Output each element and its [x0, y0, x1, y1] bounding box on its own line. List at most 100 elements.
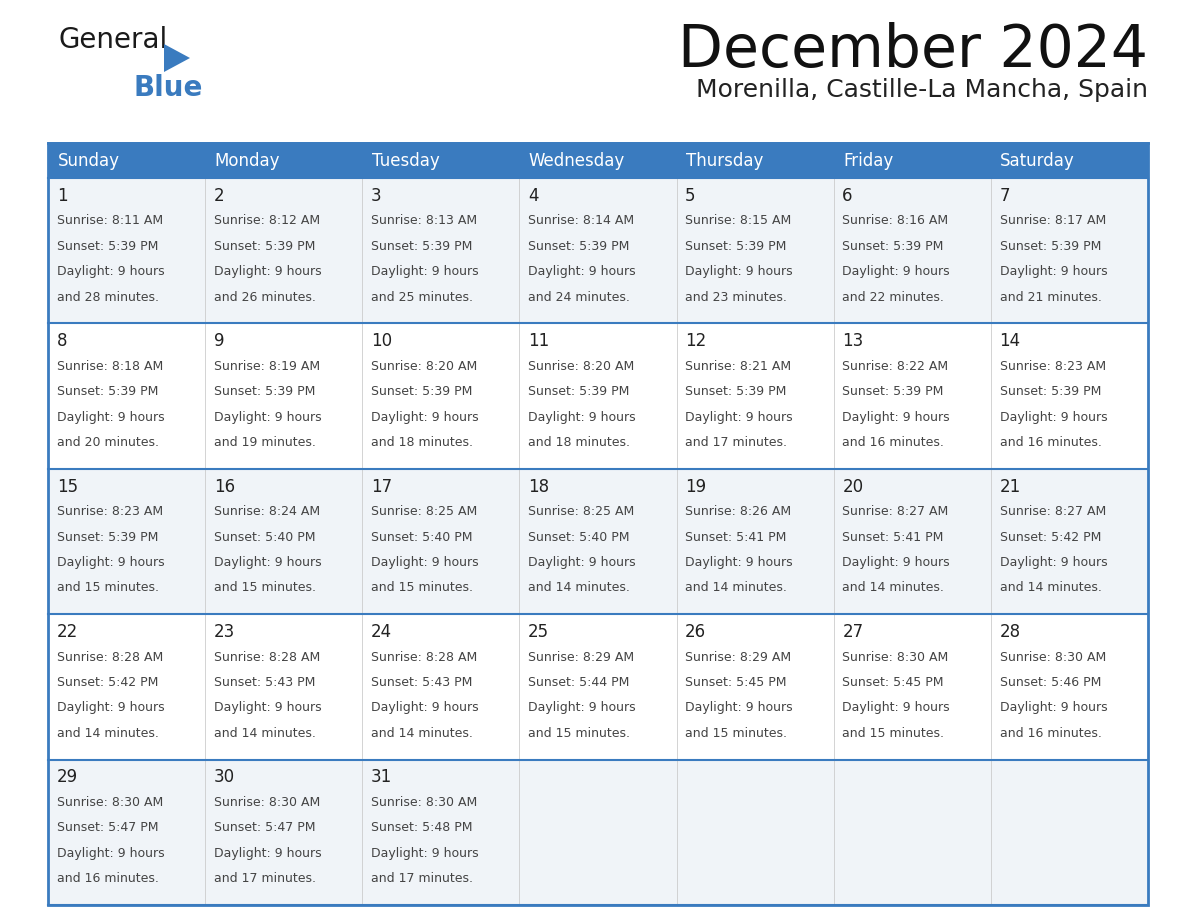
Text: 8: 8	[57, 332, 68, 350]
Text: Daylight: 9 hours: Daylight: 9 hours	[57, 846, 164, 860]
Text: Saturday: Saturday	[1000, 151, 1075, 170]
Text: and 16 minutes.: and 16 minutes.	[999, 727, 1101, 740]
Text: Daylight: 9 hours: Daylight: 9 hours	[371, 556, 479, 569]
Bar	[48, 178, 1148, 323]
Text: Sunrise: 8:24 AM: Sunrise: 8:24 AM	[214, 505, 320, 518]
Text: Sunrise: 8:13 AM: Sunrise: 8:13 AM	[371, 214, 478, 228]
Text: 1: 1	[57, 186, 68, 205]
Text: 21: 21	[999, 477, 1020, 496]
Text: Sunset: 5:39 PM: Sunset: 5:39 PM	[214, 386, 315, 398]
Text: Sunset: 5:42 PM: Sunset: 5:42 PM	[57, 676, 158, 689]
Text: Daylight: 9 hours: Daylight: 9 hours	[529, 265, 636, 278]
Text: Sunrise: 8:23 AM: Sunrise: 8:23 AM	[999, 360, 1106, 373]
Text: and 14 minutes.: and 14 minutes.	[371, 727, 473, 740]
Text: Sunrise: 8:25 AM: Sunrise: 8:25 AM	[529, 505, 634, 518]
Text: Daylight: 9 hours: Daylight: 9 hours	[214, 265, 322, 278]
Text: 12: 12	[685, 332, 707, 350]
Text: and 18 minutes.: and 18 minutes.	[371, 436, 473, 449]
Text: and 26 minutes.: and 26 minutes.	[214, 291, 316, 304]
Text: Daylight: 9 hours: Daylight: 9 hours	[57, 701, 164, 714]
Bar	[48, 614, 1148, 759]
Text: 22: 22	[57, 623, 78, 641]
Text: Sunrise: 8:20 AM: Sunrise: 8:20 AM	[529, 360, 634, 373]
Text: Daylight: 9 hours: Daylight: 9 hours	[529, 410, 636, 423]
Text: Sunset: 5:48 PM: Sunset: 5:48 PM	[371, 822, 473, 834]
Text: Sunrise: 8:26 AM: Sunrise: 8:26 AM	[685, 505, 791, 518]
Text: and 17 minutes.: and 17 minutes.	[371, 872, 473, 885]
Text: and 15 minutes.: and 15 minutes.	[685, 727, 788, 740]
Text: and 16 minutes.: and 16 minutes.	[842, 436, 944, 449]
Text: Daylight: 9 hours: Daylight: 9 hours	[999, 556, 1107, 569]
Text: Monday: Monday	[215, 151, 280, 170]
Text: Daylight: 9 hours: Daylight: 9 hours	[214, 556, 322, 569]
Text: Sunset: 5:39 PM: Sunset: 5:39 PM	[529, 386, 630, 398]
Bar	[519, 143, 677, 178]
Text: Sunrise: 8:27 AM: Sunrise: 8:27 AM	[842, 505, 948, 518]
Text: Sunset: 5:47 PM: Sunset: 5:47 PM	[214, 822, 315, 834]
Polygon shape	[164, 44, 190, 72]
Text: and 15 minutes.: and 15 minutes.	[214, 581, 316, 595]
Text: and 25 minutes.: and 25 minutes.	[371, 291, 473, 304]
Text: Sunrise: 8:22 AM: Sunrise: 8:22 AM	[842, 360, 948, 373]
Text: Daylight: 9 hours: Daylight: 9 hours	[57, 556, 164, 569]
Text: Daylight: 9 hours: Daylight: 9 hours	[999, 410, 1107, 423]
Bar	[834, 143, 991, 178]
Bar	[48, 469, 1148, 614]
Text: 11: 11	[529, 332, 549, 350]
Text: Sunrise: 8:30 AM: Sunrise: 8:30 AM	[57, 796, 163, 809]
Text: Sunrise: 8:29 AM: Sunrise: 8:29 AM	[685, 651, 791, 664]
Bar	[48, 143, 206, 178]
Text: and 16 minutes.: and 16 minutes.	[57, 872, 158, 885]
Text: Sunrise: 8:15 AM: Sunrise: 8:15 AM	[685, 214, 791, 228]
Text: 23: 23	[214, 623, 235, 641]
Text: 20: 20	[842, 477, 864, 496]
Text: Sunset: 5:39 PM: Sunset: 5:39 PM	[57, 531, 158, 543]
Text: Sunrise: 8:28 AM: Sunrise: 8:28 AM	[214, 651, 320, 664]
Bar	[48, 759, 1148, 905]
Text: 28: 28	[999, 623, 1020, 641]
Text: and 18 minutes.: and 18 minutes.	[529, 436, 630, 449]
Text: Daylight: 9 hours: Daylight: 9 hours	[685, 556, 792, 569]
Text: Thursday: Thursday	[685, 151, 764, 170]
Text: Sunrise: 8:23 AM: Sunrise: 8:23 AM	[57, 505, 163, 518]
Text: Sunrise: 8:28 AM: Sunrise: 8:28 AM	[57, 651, 163, 664]
Text: and 17 minutes.: and 17 minutes.	[214, 872, 316, 885]
Text: Sunrise: 8:25 AM: Sunrise: 8:25 AM	[371, 505, 478, 518]
Text: Daylight: 9 hours: Daylight: 9 hours	[214, 701, 322, 714]
Text: and 28 minutes.: and 28 minutes.	[57, 291, 159, 304]
Text: Blue: Blue	[134, 74, 203, 102]
Bar	[362, 143, 519, 178]
Text: Sunrise: 8:29 AM: Sunrise: 8:29 AM	[529, 651, 634, 664]
Bar	[991, 143, 1148, 178]
Text: and 14 minutes.: and 14 minutes.	[685, 581, 788, 595]
Text: 9: 9	[214, 332, 225, 350]
Text: 14: 14	[999, 332, 1020, 350]
Bar	[677, 143, 834, 178]
Text: Sunset: 5:39 PM: Sunset: 5:39 PM	[842, 240, 943, 252]
Text: Friday: Friday	[843, 151, 893, 170]
Text: Sunrise: 8:19 AM: Sunrise: 8:19 AM	[214, 360, 320, 373]
Text: Daylight: 9 hours: Daylight: 9 hours	[371, 265, 479, 278]
Text: and 15 minutes.: and 15 minutes.	[371, 581, 473, 595]
Text: and 17 minutes.: and 17 minutes.	[685, 436, 788, 449]
Text: Daylight: 9 hours: Daylight: 9 hours	[57, 410, 164, 423]
Text: Sunrise: 8:30 AM: Sunrise: 8:30 AM	[842, 651, 948, 664]
Text: Daylight: 9 hours: Daylight: 9 hours	[842, 701, 950, 714]
Text: and 15 minutes.: and 15 minutes.	[842, 727, 944, 740]
Text: Sunset: 5:46 PM: Sunset: 5:46 PM	[999, 676, 1101, 689]
Text: 19: 19	[685, 477, 707, 496]
Text: and 14 minutes.: and 14 minutes.	[999, 581, 1101, 595]
Text: Daylight: 9 hours: Daylight: 9 hours	[999, 265, 1107, 278]
Bar	[206, 143, 362, 178]
Text: Daylight: 9 hours: Daylight: 9 hours	[371, 410, 479, 423]
Text: Sunrise: 8:21 AM: Sunrise: 8:21 AM	[685, 360, 791, 373]
Text: December 2024: December 2024	[678, 22, 1148, 79]
Text: Sunset: 5:40 PM: Sunset: 5:40 PM	[214, 531, 315, 543]
Text: Sunset: 5:40 PM: Sunset: 5:40 PM	[371, 531, 473, 543]
Text: Morenilla, Castille-La Mancha, Spain: Morenilla, Castille-La Mancha, Spain	[696, 78, 1148, 102]
Text: Sunset: 5:43 PM: Sunset: 5:43 PM	[214, 676, 315, 689]
Text: and 22 minutes.: and 22 minutes.	[842, 291, 944, 304]
Text: Daylight: 9 hours: Daylight: 9 hours	[214, 846, 322, 860]
Text: 2: 2	[214, 186, 225, 205]
Text: 30: 30	[214, 768, 235, 787]
